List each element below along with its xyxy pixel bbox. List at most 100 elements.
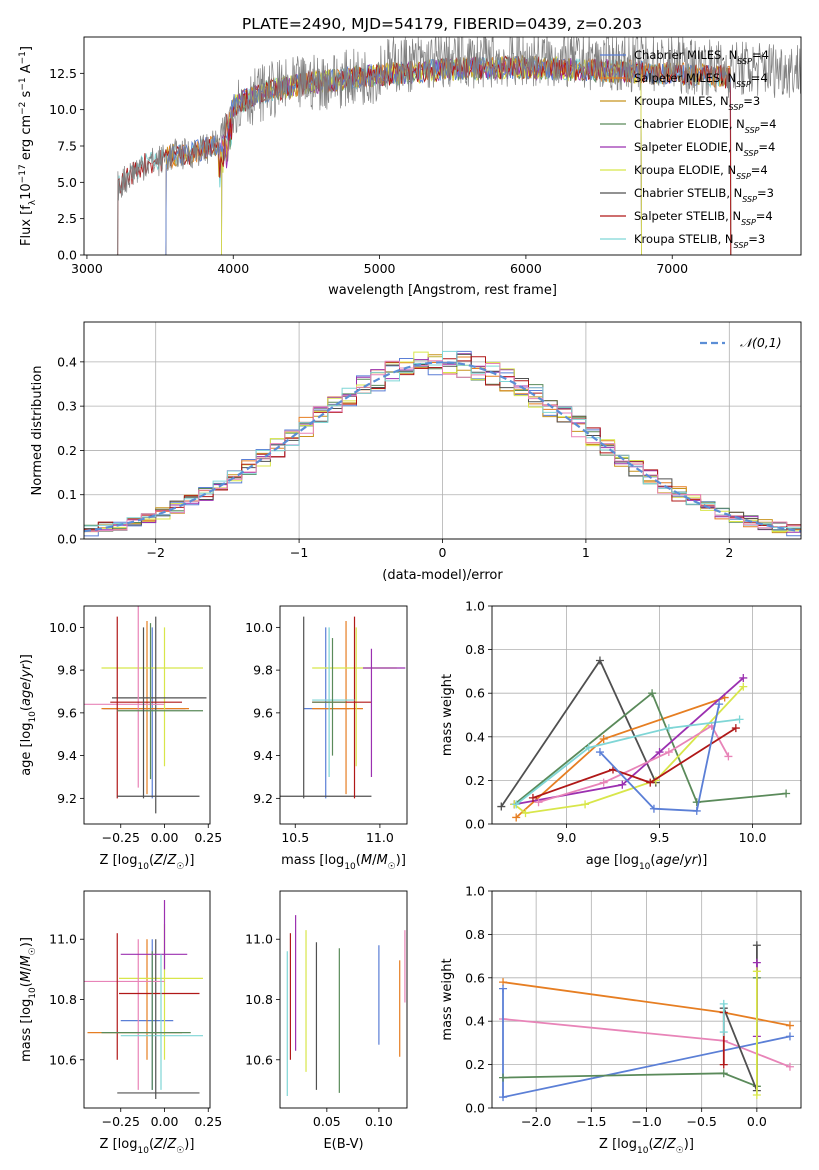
y-tick-label: 0.4 xyxy=(465,1014,485,1029)
weight_vs_age-axes: 9.0 9.5 10.0 0.0 0.2 0.4 0.6 0.8 1.0 age [log10(a… xyxy=(440,599,802,872)
mass-weight-line xyxy=(513,691,787,806)
y-tick-label: 9.8 xyxy=(57,663,77,678)
y-tick-label: 0.4 xyxy=(465,729,485,744)
mass-weight-marker xyxy=(512,813,521,822)
figure-title: PLATE=2490, MJD=54179, FIBERID=0439, z=0… xyxy=(242,15,642,33)
y-tick-label: 0.8 xyxy=(465,927,485,942)
x-axis-label: E(B-V) xyxy=(323,1137,363,1152)
y-tick-label: 9.2 xyxy=(57,791,77,806)
mass_vs_z-axes: −0.25 0.00 0.25 10.6 10.8 11.0 Z [log10(Z/Z☉)]… xyxy=(19,890,222,1156)
y-tick-label: 9.8 xyxy=(253,663,273,678)
y-tick-label: 12.5 xyxy=(49,66,77,81)
spectrum-panel: 3000 4000 5000 6000 7000 0.0 2.5 5.0 7.5 10.0 12.5… xyxy=(18,36,802,298)
mass-weight-marker xyxy=(499,1093,508,1102)
mass-weight-marker xyxy=(595,656,604,665)
x-tick-label: 9.5 xyxy=(650,830,670,845)
weight_vs_age-plot-area xyxy=(497,656,791,822)
mass-weight-marker xyxy=(692,806,701,815)
x-tick-label: 4000 xyxy=(217,261,249,276)
mass-weight-marker xyxy=(752,941,761,950)
age_vs_mass-axes: 10.5 11.0 9.2 9.4 9.6 9.8 10.0 mass [log10(M/M☉… xyxy=(245,605,408,872)
mass_vs_ebv-panel: 0.05 0.10 10.6 10.8 11.0 E(B-V) xyxy=(245,890,408,1152)
y-tick-label: 2.5 xyxy=(57,211,77,226)
weight_vs_z-axes: −2.0 −1.5 −1.0 −0.5 0.0 0.0 0.2 0.4 0.6 0.8 1.0 Z [… xyxy=(440,884,802,1156)
x-tick-label: 10.5 xyxy=(281,830,309,845)
y-tick-label: 0.8 xyxy=(465,642,485,657)
mass-weight-marker xyxy=(512,800,521,809)
axes-frame xyxy=(279,890,408,1109)
y-tick-label: 0.0 xyxy=(465,1101,485,1116)
mass-weight-line xyxy=(532,727,737,799)
mass_vs_ebv-plot-area xyxy=(286,915,406,1096)
x-tick-label: −2.0 xyxy=(521,1114,551,1129)
legend-entry: Salpeter STELIB, NSSP=4 xyxy=(634,209,773,227)
mass-weight-marker xyxy=(735,715,744,724)
legend-entry: Salpeter ELODIE, NSSP=4 xyxy=(634,140,775,158)
mass-weight-marker xyxy=(782,789,791,798)
y-tick-label: 10.0 xyxy=(49,620,77,635)
y-tick-label: 9.2 xyxy=(253,791,273,806)
x-tick-label: 0.10 xyxy=(365,1114,393,1129)
y-tick-label: 0.0 xyxy=(57,532,77,547)
x-tick-label: −0.25 xyxy=(102,1114,140,1129)
mass-weight-marker xyxy=(528,793,537,802)
x-tick-label: 0.25 xyxy=(194,830,222,845)
residual-histogram xyxy=(84,350,801,529)
y-tick-label: 0.2 xyxy=(465,1057,485,1072)
mass-weight-marker xyxy=(785,1021,794,1030)
mass-weight-marker xyxy=(785,1062,794,1071)
mass_vs_z-panel: −0.25 0.00 0.25 10.6 10.8 11.0 Z [log10(Z/Z☉)]… xyxy=(19,890,222,1156)
spectrum-legend: Chabrier MILES, NSSP=4 Salpeter MILES, NS… xyxy=(600,48,776,250)
axes-frame xyxy=(83,890,211,1109)
y-axis-label: Normed distribution xyxy=(30,366,45,496)
x-tick-label: −0.5 xyxy=(686,1114,716,1129)
x-tick-label: 5000 xyxy=(364,261,396,276)
mass-weight-marker xyxy=(618,780,627,789)
y-axis-label: mass [log10(M/M☉)] xyxy=(19,937,38,1062)
mass-weight-marker xyxy=(752,967,761,976)
mass-weight-marker xyxy=(595,748,604,757)
weight_vs_age-panel: 9.0 9.5 10.0 0.0 0.2 0.4 0.6 0.8 1.0 age [log10(a… xyxy=(440,599,802,872)
mass-weight-marker xyxy=(731,724,740,733)
y-tick-label: 0.6 xyxy=(465,970,485,985)
y-tick-label: 0.6 xyxy=(465,686,485,701)
age_vs_mass-plot-area xyxy=(280,616,406,799)
mass-weight-line xyxy=(514,677,744,806)
y-tick-label: 9.4 xyxy=(57,748,77,763)
y-axis-label: mass weight xyxy=(440,958,455,1040)
mass-weight-marker xyxy=(584,743,593,752)
mass-weight-marker xyxy=(739,682,748,691)
mass-weight-marker xyxy=(599,734,608,743)
legend-entry: Salpeter MILES, NSSP=4 xyxy=(634,71,768,89)
mass-weight-marker xyxy=(521,809,530,818)
axes-frame xyxy=(491,890,802,1109)
mass-weight-marker xyxy=(646,778,655,787)
y-tick-label: 10.8 xyxy=(49,992,77,1007)
age_vs_mass-panel: 10.5 11.0 9.2 9.4 9.6 9.8 10.0 mass [log10(M/M☉… xyxy=(245,605,408,872)
x-tick-label: −2 xyxy=(146,545,164,560)
observed-spectrum xyxy=(117,37,801,255)
x-tick-label: 0.05 xyxy=(313,1114,341,1129)
x-axis-label: Z [log10(Z/Z☉)] xyxy=(100,1137,195,1156)
x-axis-label: (data-model)/error xyxy=(382,568,503,583)
mass-weight-marker xyxy=(752,1090,761,1099)
mass-weight-marker xyxy=(739,673,748,682)
x-axis-label: Z [log10(Z/Z☉)] xyxy=(599,1137,694,1156)
legend-entry: Kroupa ELODIE, NSSP=4 xyxy=(634,163,768,181)
y-tick-label: 10.8 xyxy=(245,992,273,1007)
spectrum-axes: 3000 4000 5000 6000 7000 0.0 2.5 5.0 7.5 10.0 12.5… xyxy=(18,36,802,298)
mass-weight-marker xyxy=(752,958,761,967)
x-tick-label: 0 xyxy=(439,545,447,560)
mass-weight-marker xyxy=(655,748,664,757)
age_vs_z-plot-area xyxy=(84,606,207,814)
y-tick-label: 0.2 xyxy=(465,773,485,788)
y-tick-label: 9.4 xyxy=(253,748,273,763)
legend-entry: Chabrier STELIB, NSSP=3 xyxy=(634,186,774,204)
x-tick-label: 0.00 xyxy=(151,830,179,845)
x-tick-label: 6000 xyxy=(510,261,542,276)
x-tick-label: −1.5 xyxy=(576,1114,606,1129)
mass_vs_ebv-axes: 0.05 0.10 10.6 10.8 11.0 E(B-V) xyxy=(245,890,408,1152)
x-axis-label: wavelength [Angstrom, rest frame] xyxy=(328,283,557,298)
residuals-axes: −2 −1 0 1 2 0.0 0.1 0.2 0.3 0.4 𝒩(0,1) (data-model)… xyxy=(30,321,802,583)
y-tick-label: 10.0 xyxy=(245,620,273,635)
